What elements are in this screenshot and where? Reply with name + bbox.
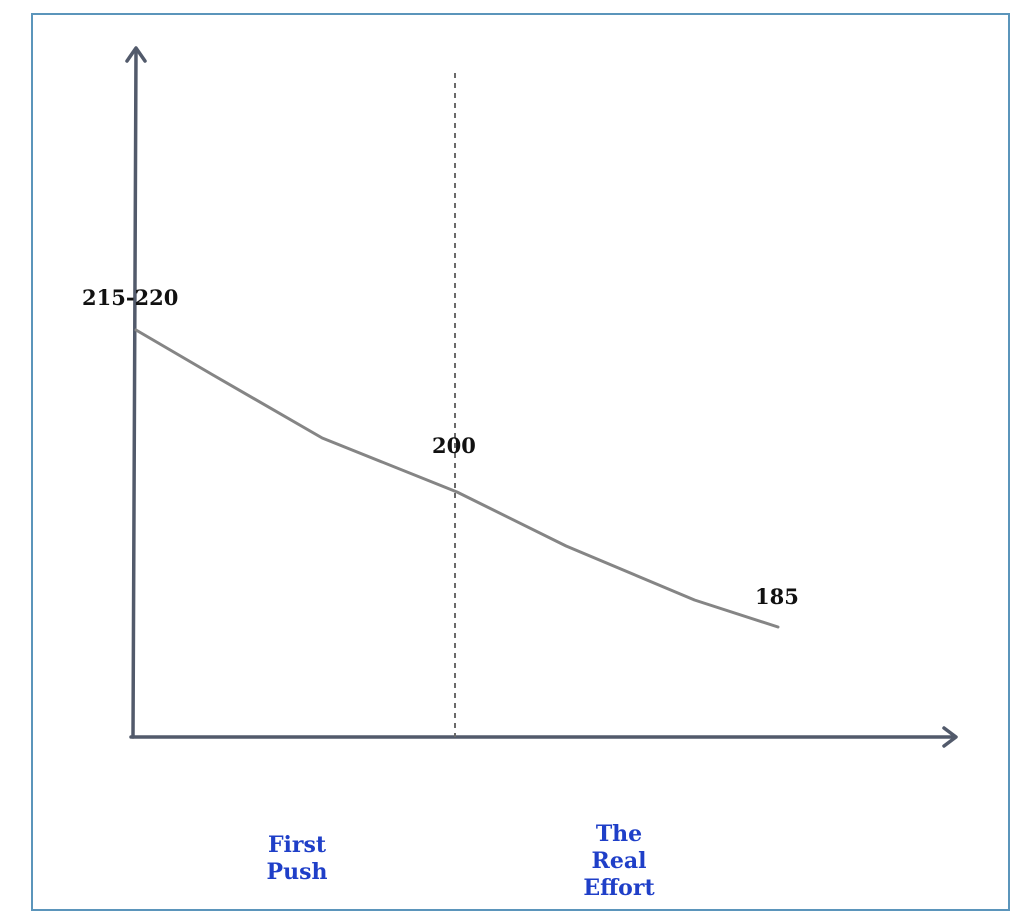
series-line	[134, 328, 780, 629]
value-label: 215-220	[82, 285, 178, 310]
phase-label-real-effort: The Real Effort	[583, 821, 655, 901]
chart-frame	[31, 13, 1010, 911]
x-axis-arrow	[942, 726, 958, 748]
series-group	[134, 328, 780, 629]
annotations: 215-220 200 185	[82, 285, 799, 609]
y-axis-arrow	[125, 46, 147, 63]
value-label: 200	[432, 433, 476, 458]
y-axis	[131, 48, 138, 739]
axes	[125, 46, 958, 748]
value-label: 185	[755, 584, 799, 609]
phase-label-first-push: First Push	[266, 832, 328, 885]
